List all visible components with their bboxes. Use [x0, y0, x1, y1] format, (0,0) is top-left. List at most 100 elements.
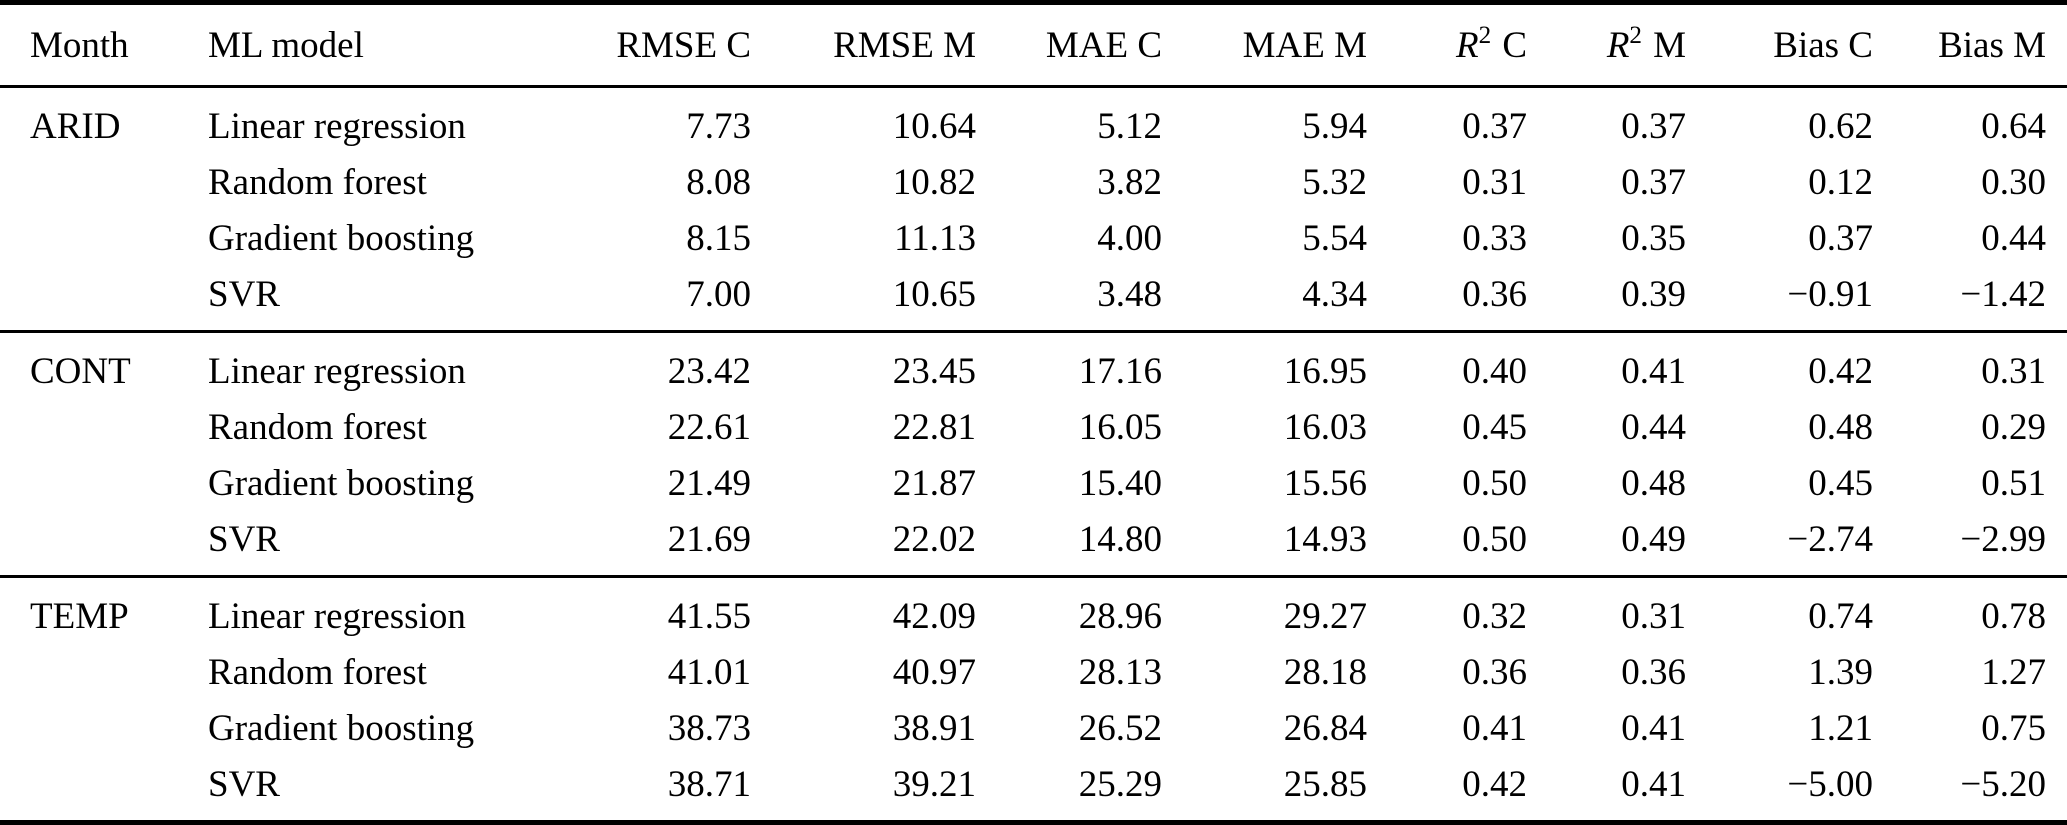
- value-cell: 0.41: [1621, 350, 1686, 392]
- model-cell: Gradient boosting: [208, 462, 475, 504]
- value-cell: 8.15: [686, 217, 751, 259]
- model-cell: Linear regression: [208, 105, 466, 147]
- value-cell: −5.20: [1960, 763, 2046, 805]
- value-cell: 25.29: [1078, 763, 1162, 805]
- value-cell: 17.16: [1078, 350, 1162, 392]
- value-cell: 0.29: [1981, 406, 2046, 448]
- month-cell: [30, 756, 208, 823]
- value-cell: 28.96: [1078, 595, 1162, 637]
- value-cell: 22.02: [892, 518, 976, 560]
- r-squared-suffix: M: [1653, 24, 1686, 66]
- col-header-rmse-m: RMSE M: [833, 24, 976, 66]
- col-header-r2-m: R2 M: [1527, 3, 1686, 87]
- model-cell: Linear regression: [208, 595, 466, 637]
- table-row: Gradient boosting 21.49 21.87 15.40 15.56 0.5…: [0, 455, 2067, 511]
- value-cell: 15.56: [1283, 462, 1367, 504]
- value-cell: 0.45: [1808, 462, 1873, 504]
- spacer-cell: [0, 154, 30, 210]
- spacer-cell: [0, 210, 30, 266]
- spacer-cell: [0, 3, 30, 87]
- r-squared-exponent: 2: [1629, 21, 1642, 49]
- spacer-cell: [0, 455, 30, 511]
- month-cell: [30, 700, 208, 756]
- value-cell: 0.41: [1621, 707, 1686, 749]
- value-cell: 5.94: [1302, 105, 1367, 147]
- value-cell: 0.50: [1462, 462, 1527, 504]
- col-header-mae-c: MAE C: [1045, 24, 1162, 66]
- value-cell: 11.13: [894, 217, 976, 259]
- model-cell: SVR: [208, 518, 280, 560]
- value-cell: 4.00: [1097, 217, 1162, 259]
- value-cell: 0.32: [1462, 595, 1527, 637]
- month-cell: [30, 210, 208, 266]
- col-header-r2-c: R2 C: [1367, 3, 1527, 87]
- value-cell: 28.18: [1283, 651, 1367, 693]
- value-cell: 39.21: [892, 763, 976, 805]
- value-cell: 16.95: [1283, 350, 1367, 392]
- table-row: SVR 21.69 22.02 14.80 14.93 0.50 0.49 −2.74 −2.9…: [0, 511, 2067, 577]
- model-cell: SVR: [208, 763, 280, 805]
- value-cell: 28.13: [1078, 651, 1162, 693]
- value-cell: 0.33: [1462, 217, 1527, 259]
- value-cell: 0.62: [1808, 105, 1873, 147]
- col-header-month: Month: [30, 24, 129, 66]
- r-squared-symbol: R: [1606, 24, 1630, 66]
- value-cell: −5.00: [1787, 763, 1873, 805]
- r-squared-exponent: 2: [1478, 21, 1492, 49]
- value-cell: 0.42: [1462, 763, 1527, 805]
- model-cell: SVR: [208, 273, 280, 315]
- value-cell: 0.37: [1621, 105, 1686, 147]
- spacer-cell: [2046, 87, 2067, 155]
- value-cell: 8.08: [686, 161, 751, 203]
- value-cell: 21.49: [667, 462, 751, 504]
- spacer-cell: [2046, 756, 2067, 823]
- value-cell: 0.40: [1462, 350, 1527, 392]
- value-cell: 0.64: [1981, 105, 2046, 147]
- value-cell: 14.93: [1283, 518, 1367, 560]
- col-header-rmse-c: RMSE C: [616, 24, 751, 66]
- model-cell: Linear regression: [208, 350, 466, 392]
- r-squared-suffix: C: [1502, 24, 1527, 66]
- month-cell: [30, 511, 208, 577]
- spacer-cell: [2046, 210, 2067, 266]
- value-cell: 14.80: [1078, 518, 1162, 560]
- value-cell: 38.71: [667, 763, 751, 805]
- value-cell: 16.05: [1078, 406, 1162, 448]
- value-cell: 5.32: [1302, 161, 1367, 203]
- value-cell: 3.48: [1097, 273, 1162, 315]
- spacer-cell: [2046, 577, 2067, 645]
- value-cell: 0.37: [1462, 105, 1527, 147]
- value-cell: 15.40: [1078, 462, 1162, 504]
- month-cell: [30, 399, 208, 455]
- table-section-arid: ARID Linear regression 7.73 10.64 5.12 5.94 0.…: [0, 86, 2067, 332]
- value-cell: 41.01: [667, 651, 751, 693]
- value-cell: 10.64: [892, 105, 976, 147]
- spacer-cell: [2046, 700, 2067, 756]
- value-cell: 0.49: [1621, 518, 1686, 560]
- value-cell: 26.52: [1078, 707, 1162, 749]
- value-cell: 41.55: [667, 595, 751, 637]
- value-cell: 0.48: [1621, 462, 1686, 504]
- value-cell: 0.41: [1462, 707, 1527, 749]
- table-row: ARID Linear regression 7.73 10.64 5.12 5.94 0.…: [0, 87, 2067, 155]
- value-cell: 10.65: [892, 273, 976, 315]
- month-cell: ARID: [30, 105, 121, 147]
- value-cell: 0.37: [1621, 161, 1686, 203]
- value-cell: 0.31: [1621, 595, 1686, 637]
- value-cell: 0.12: [1808, 161, 1873, 203]
- value-cell: 0.42: [1808, 350, 1873, 392]
- table-section-temp: TEMP Linear regression 41.55 42.09 28.96 29.2…: [0, 576, 2067, 823]
- value-cell: 0.36: [1462, 651, 1527, 693]
- value-cell: 10.82: [892, 161, 976, 203]
- col-header-bias-m: Bias M: [1938, 24, 2046, 66]
- model-cell: Gradient boosting: [208, 217, 475, 259]
- month-cell: [30, 266, 208, 332]
- spacer-cell: [2046, 511, 2067, 577]
- value-cell: 42.09: [892, 595, 976, 637]
- model-cell: Random forest: [208, 161, 427, 203]
- r-squared-symbol: R: [1456, 24, 1479, 66]
- spacer-cell: [2046, 644, 2067, 700]
- value-cell: 0.75: [1981, 707, 2046, 749]
- month-cell: [30, 455, 208, 511]
- value-cell: 40.97: [892, 651, 976, 693]
